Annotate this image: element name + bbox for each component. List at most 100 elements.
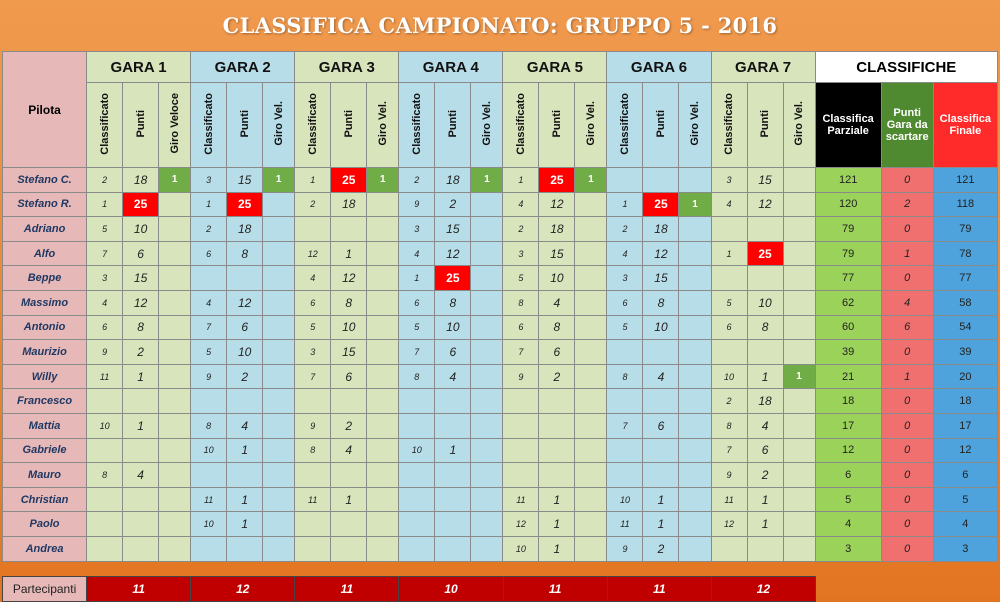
points-cell bbox=[642, 462, 680, 488]
position-cell: 6 bbox=[398, 289, 436, 316]
position-cell: 7 bbox=[502, 339, 540, 365]
position-cell: 11 bbox=[294, 486, 332, 513]
column-label: Punti bbox=[446, 109, 459, 138]
position-cell: 12 bbox=[294, 240, 332, 267]
fast-lap-cell bbox=[470, 486, 504, 513]
fast-lap-cell bbox=[574, 363, 608, 390]
position-cell bbox=[190, 535, 228, 562]
position-cell: 9 bbox=[190, 363, 228, 390]
position-cell bbox=[606, 167, 644, 193]
classifica-finale-cell: 12 bbox=[932, 437, 999, 464]
points-cell: 25 bbox=[226, 191, 264, 218]
position-cell: 1 bbox=[502, 167, 540, 193]
fast-lap-cell bbox=[158, 240, 192, 267]
participants-count: 10 bbox=[398, 576, 504, 602]
fast-lap-cell bbox=[366, 363, 400, 390]
position-cell: 2 bbox=[502, 216, 540, 242]
points-cell: 1 bbox=[746, 486, 784, 513]
classifica-parziale-cell: 121 bbox=[814, 167, 882, 193]
table-row: Maurizio 9 2 5 10 3 15 7 6 7 6 39 0 39 bbox=[1, 339, 999, 365]
fast-lap-cell bbox=[366, 437, 400, 464]
gara-2-header: GARA 2 bbox=[190, 51, 296, 83]
fast-lap-cell bbox=[158, 363, 192, 390]
classifica-parziale-cell: 3 bbox=[814, 535, 882, 562]
column-label: Punti bbox=[759, 109, 772, 138]
fast-lap-cell bbox=[574, 462, 608, 488]
position-cell: 5 bbox=[398, 314, 436, 341]
gara-4-classificato-header: Classificato bbox=[398, 82, 436, 168]
points-cell: 15 bbox=[226, 167, 264, 193]
column-label: Punti bbox=[134, 109, 147, 138]
punti-scartare-cell: 0 bbox=[880, 437, 934, 464]
fast-lap-cell bbox=[470, 535, 504, 562]
gara-5-header: GARA 5 bbox=[502, 51, 608, 83]
points-cell: 1 bbox=[330, 240, 368, 267]
column-label: Punti bbox=[550, 109, 563, 138]
classifica-finale-cell: 5 bbox=[932, 486, 999, 513]
position-cell: 2 bbox=[190, 216, 228, 242]
gara-4-punti-header: Punti bbox=[434, 82, 472, 168]
fast-lap-cell bbox=[366, 314, 400, 341]
position-cell: 1 bbox=[190, 191, 228, 218]
position-cell: 8 bbox=[710, 412, 748, 439]
position-cell bbox=[398, 486, 436, 513]
fast-lap-cell bbox=[678, 289, 712, 316]
points-cell bbox=[122, 437, 160, 464]
position-cell: 4 bbox=[606, 240, 644, 267]
points-cell: 15 bbox=[434, 216, 472, 242]
points-cell: 15 bbox=[642, 265, 680, 291]
classifica-finale-cell: 18 bbox=[932, 388, 999, 414]
position-cell bbox=[190, 462, 228, 488]
column-label: Giro Vel. bbox=[272, 101, 285, 146]
points-cell: 12 bbox=[226, 289, 264, 316]
gara-2-classificato-header: Classificato bbox=[190, 82, 228, 168]
points-cell: 25 bbox=[330, 167, 368, 193]
points-cell: 8 bbox=[434, 289, 472, 316]
fast-lap-cell bbox=[262, 339, 296, 365]
classifica-finale-cell: 6 bbox=[932, 462, 999, 488]
fast-lap-cell bbox=[574, 339, 608, 365]
fast-lap-cell: 1 bbox=[574, 167, 608, 193]
points-cell bbox=[122, 535, 160, 562]
position-cell: 4 bbox=[190, 289, 228, 316]
column-label: Punti bbox=[238, 109, 251, 138]
fast-lap-cell bbox=[574, 412, 608, 439]
position-cell: 3 bbox=[86, 265, 124, 291]
classifica-parziale-cell: 5 bbox=[814, 486, 882, 513]
table-row: Massimo 4 12 4 12 6 8 6 8 8 4 6 8 5 10 62 4 58 bbox=[1, 289, 999, 316]
position-cell: 1 bbox=[86, 191, 124, 218]
position-cell: 1 bbox=[398, 265, 436, 291]
fast-lap-cell bbox=[678, 339, 712, 365]
position-cell bbox=[502, 462, 540, 488]
points-cell: 1 bbox=[538, 511, 576, 537]
position-cell bbox=[86, 437, 124, 464]
position-cell: 5 bbox=[606, 314, 644, 341]
fast-lap-cell bbox=[262, 535, 296, 562]
driver-name: Stefano R. bbox=[1, 191, 88, 218]
position-cell: 3 bbox=[294, 339, 332, 365]
points-cell: 18 bbox=[746, 388, 784, 414]
classifica-finale-cell: 121 bbox=[932, 167, 999, 193]
position-cell bbox=[398, 535, 436, 562]
position-cell bbox=[398, 511, 436, 537]
pilota-header: Pilota bbox=[1, 51, 88, 168]
classifica-parziale-header: Classifica Parziale bbox=[814, 82, 882, 168]
points-cell bbox=[226, 265, 264, 291]
points-cell: 2 bbox=[434, 191, 472, 218]
position-cell: 5 bbox=[710, 289, 748, 316]
points-cell: 2 bbox=[226, 363, 264, 390]
points-cell: 4 bbox=[642, 363, 680, 390]
fast-lap-cell bbox=[158, 486, 192, 513]
position-cell: 5 bbox=[86, 216, 124, 242]
classifica-parziale-cell: 12 bbox=[814, 437, 882, 464]
points-cell: 18 bbox=[122, 167, 160, 193]
position-cell: 4 bbox=[86, 289, 124, 316]
table-row: Mattia 10 1 8 4 9 2 7 6 8 4 17 0 17 bbox=[1, 412, 999, 439]
points-cell: 4 bbox=[330, 437, 368, 464]
fast-lap-cell bbox=[366, 191, 400, 218]
position-cell: 8 bbox=[294, 437, 332, 464]
gara-7-header: GARA 7 bbox=[710, 51, 816, 83]
fast-lap-cell bbox=[574, 265, 608, 291]
fast-lap-cell: 1 bbox=[678, 191, 712, 218]
position-cell: 6 bbox=[86, 314, 124, 341]
